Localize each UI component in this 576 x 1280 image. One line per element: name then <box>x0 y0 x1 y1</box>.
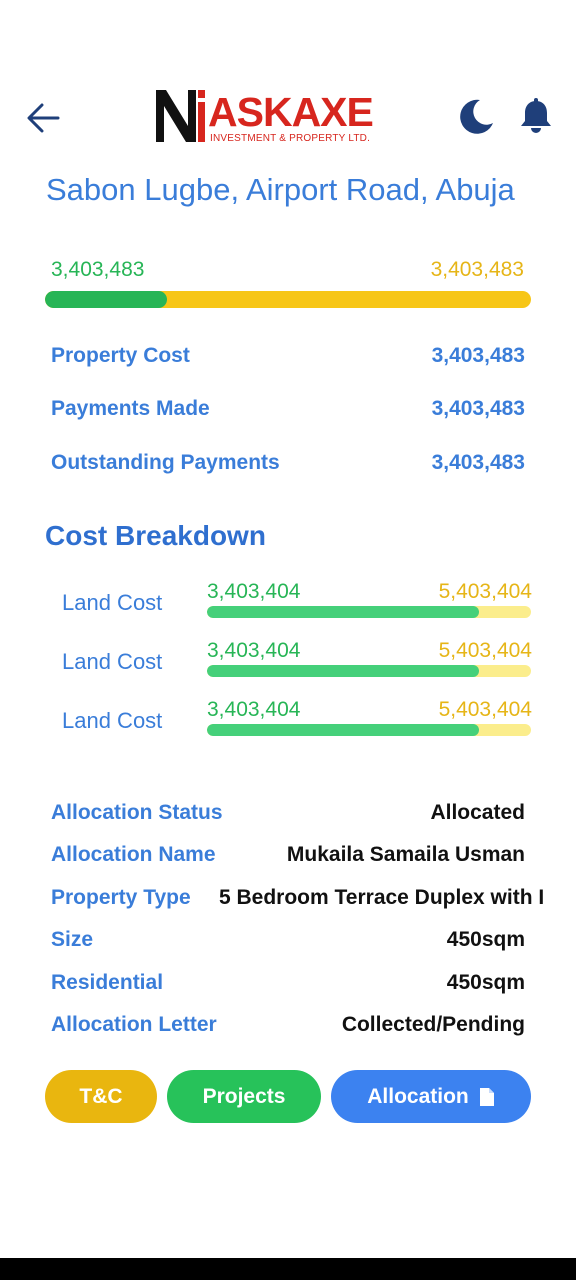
detail-row-allocation-letter: Allocation Letter Collected/Pending <box>51 1013 525 1043</box>
app-header: ASKAXE INVESTMENT & PROPERTY LTD. <box>0 80 576 152</box>
summary-value: 3,403,483 <box>431 451 525 474</box>
breakdown-progress-fill <box>207 724 480 736</box>
breakdown-paid: 3,403,404 <box>207 580 301 603</box>
detail-label: Size <box>51 928 94 951</box>
property-address: Sabon Lugbe, Airport Road, Abuja <box>46 172 515 207</box>
summary-row-payments-made: Payments Made 3,403,483 <box>51 397 525 427</box>
breakdown-paid: 3,403,404 <box>207 698 301 721</box>
summary-row-outstanding-payments: Outstanding Payments 3,403,483 <box>51 451 525 481</box>
detail-value: Mukaila Samaila Usman <box>286 843 525 866</box>
breakdown-progress-bar <box>207 724 531 736</box>
moon-icon <box>460 99 493 134</box>
notifications-button[interactable] <box>516 96 556 136</box>
allocation-button[interactable]: Allocation <box>331 1070 531 1123</box>
breakdown-row: Land Cost 3,403,404 5,403,404 <box>62 580 532 630</box>
detail-row-residential: Residential 450sqm <box>51 971 525 1001</box>
system-navigation-bar <box>0 1258 576 1280</box>
payment-progress-bar <box>45 291 531 308</box>
detail-value: 450sqm <box>446 928 525 951</box>
summary-label: Property Cost <box>51 344 190 367</box>
bell-icon <box>521 98 551 133</box>
company-logo: ASKAXE INVESTMENT & PROPERTY LTD. <box>154 86 374 148</box>
detail-row-property-type: Property Type 5 Bedroom Terrace Duplex w… <box>51 886 556 916</box>
breakdown-progress-bar <box>207 665 531 677</box>
summary-label: Outstanding Payments <box>51 451 280 474</box>
detail-value: Allocated <box>430 801 525 824</box>
back-button[interactable] <box>24 98 64 138</box>
logo-mark-icon <box>156 90 205 142</box>
breakdown-total: 5,403,404 <box>438 580 532 603</box>
detail-label: Allocation Letter <box>51 1013 217 1036</box>
detail-label: Residential <box>51 971 164 994</box>
summary-value: 3,403,483 <box>431 344 525 367</box>
detail-label: Property Type <box>51 886 191 909</box>
payment-progress-fill <box>45 291 167 308</box>
summary-value: 3,403,483 <box>431 397 525 420</box>
detail-value: 5 Bedroom Terrace Duplex with I <box>219 886 545 909</box>
breakdown-label: Land Cost <box>62 708 163 733</box>
summary-row-property-cost: Property Cost 3,403,483 <box>51 344 525 374</box>
detail-value: Collected/Pending <box>341 1013 525 1036</box>
breakdown-total: 5,403,404 <box>438 698 532 721</box>
arrow-left-icon <box>27 103 60 133</box>
detail-value: 450sqm <box>446 971 525 994</box>
logo-wordmark: ASKAXE <box>208 89 374 135</box>
terms-button[interactable]: T&C <box>45 1070 157 1123</box>
detail-row-size: Size 450sqm <box>51 928 525 958</box>
allocation-button-label: Allocation <box>367 1084 469 1108</box>
theme-toggle-button[interactable] <box>456 96 496 136</box>
breakdown-label: Land Cost <box>62 590 163 615</box>
detail-row-allocation-status: Allocation Status Allocated <box>51 801 525 831</box>
breakdown-total: 5,403,404 <box>438 639 532 662</box>
logo-subtitle: INVESTMENT & PROPERTY LTD. <box>210 133 371 144</box>
document-icon <box>479 1087 494 1106</box>
breakdown-progress-fill <box>207 606 480 618</box>
breakdown-progress-fill <box>207 665 480 677</box>
breakdown-progress-bar <box>207 606 531 618</box>
detail-label: Allocation Status <box>51 801 223 824</box>
payment-paid-label: 3,403,483 <box>51 258 145 281</box>
breakdown-row: Land Cost 3,403,404 5,403,404 <box>62 698 532 748</box>
payment-total-label: 3,403,483 <box>430 258 524 281</box>
breakdown-paid: 3,403,404 <box>207 639 301 662</box>
cost-breakdown-title: Cost Breakdown <box>45 520 266 551</box>
breakdown-row: Land Cost 3,403,404 5,403,404 <box>62 639 532 689</box>
detail-label: Allocation Name <box>51 843 216 866</box>
summary-label: Payments Made <box>51 397 210 420</box>
breakdown-label: Land Cost <box>62 649 163 674</box>
projects-button[interactable]: Projects <box>167 1070 321 1123</box>
detail-row-allocation-name: Allocation Name Mukaila Samaila Usman <box>51 843 525 873</box>
